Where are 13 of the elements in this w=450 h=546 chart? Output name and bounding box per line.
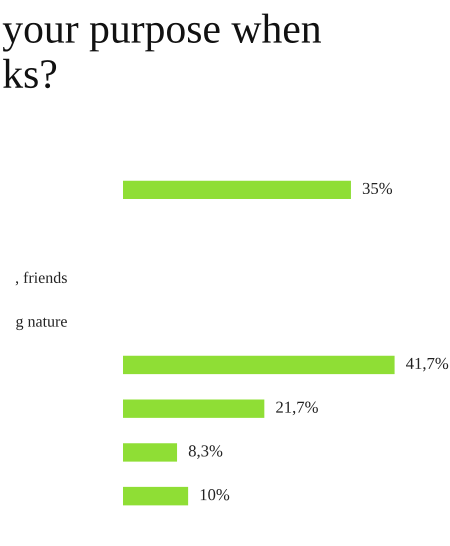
data-label: 35% [362,182,392,194]
bar [123,356,395,374]
data-label: 21,7% [276,402,318,416]
bar [123,443,178,462]
bar [123,399,264,418]
data-label: 8,3% [188,445,222,459]
bar [123,486,188,506]
y-tick-label: , friends [16,272,67,286]
y-tick-label: g nature [16,318,67,330]
chart-title: your purpose when ks? [2,14,321,88]
data-label: 10% [200,489,230,500]
data-label: 41,7% [406,358,448,372]
bar [123,180,351,200]
